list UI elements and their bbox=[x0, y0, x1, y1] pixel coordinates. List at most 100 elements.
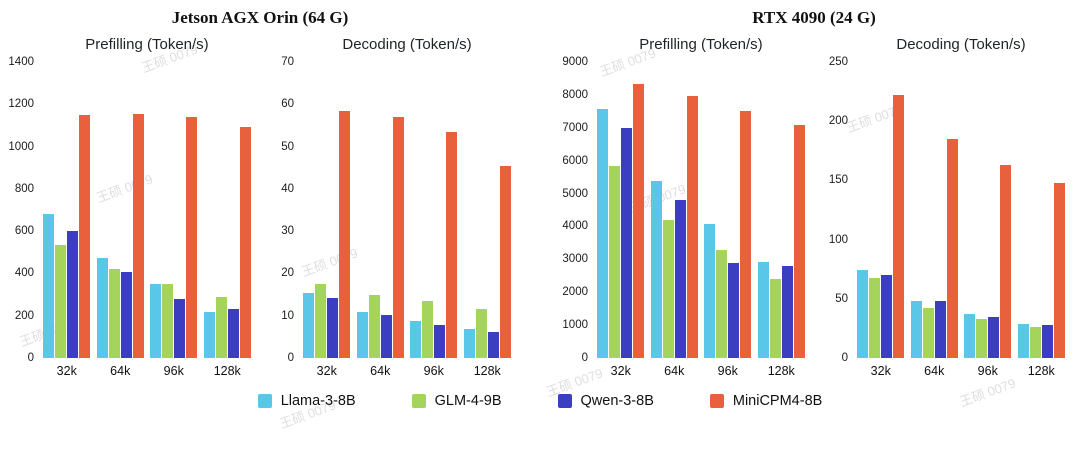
bar-MiniCPM4-8B-96k bbox=[446, 131, 458, 358]
y-tick-label: 10 bbox=[281, 309, 294, 322]
y-tick-label: 1000 bbox=[8, 140, 34, 153]
y-tick-label: 600 bbox=[14, 225, 34, 238]
legend-item-GLM-4-9B: GLM-4-9B bbox=[411, 393, 502, 409]
x-tick-label: 96k bbox=[423, 364, 444, 378]
bar-Qwen-3-8B-128k bbox=[227, 309, 239, 358]
legend-label: GLM-4-9B bbox=[434, 393, 502, 409]
bar-group-64k bbox=[650, 95, 698, 358]
bar-Qwen-3-8B-64k bbox=[380, 315, 392, 358]
bar-Qwen-3-8B-96k bbox=[174, 298, 186, 358]
bar-Llama-3-8B-96k bbox=[150, 284, 162, 358]
y-tick-label: 0 bbox=[581, 352, 588, 364]
bar-MiniCPM4-8B-96k bbox=[1000, 165, 1012, 358]
bar-MiniCPM4-8B-32k bbox=[893, 95, 905, 358]
x-tick-label: 32k bbox=[56, 364, 77, 378]
bar-MiniCPM4-8B-32k bbox=[79, 114, 91, 358]
y-tick-label: 250 bbox=[828, 56, 848, 68]
legend: Llama-3-8B GLM-4-9B Qwen-3-8B MiniCPM4-8B bbox=[0, 393, 1080, 409]
y-tick-label: 60 bbox=[281, 98, 294, 111]
bar-Llama-3-8B-64k bbox=[356, 312, 368, 358]
x-tick-label: 64k bbox=[664, 364, 685, 378]
bar-Llama-3-8B-64k bbox=[96, 257, 108, 358]
bar-MiniCPM4-8B-128k bbox=[793, 124, 805, 358]
charts-row: Jetson AGX Orin (64 G) Prefilling (Token… bbox=[8, 8, 1068, 378]
bar-GLM-4-9B-32k bbox=[315, 283, 327, 358]
y-tick-label: 3000 bbox=[562, 253, 588, 266]
chart-title: Prefilling (Token/s) bbox=[639, 36, 763, 53]
x-axis: 32k 64k 96k 128k bbox=[40, 364, 254, 378]
chart-title: Decoding (Token/s) bbox=[342, 36, 472, 53]
x-tick-label: 32k bbox=[610, 364, 631, 378]
bar-GLM-4-9B-96k bbox=[716, 249, 728, 358]
y-tick-label: 1400 bbox=[8, 56, 34, 68]
bar-Llama-3-8B-96k bbox=[410, 321, 422, 358]
bar-group-128k bbox=[1017, 182, 1065, 358]
bar-MiniCPM4-8B-32k bbox=[633, 83, 645, 358]
bar-Llama-3-8B-128k bbox=[1017, 323, 1029, 358]
bar-GLM-4-9B-128k bbox=[769, 279, 781, 358]
x-tick-label: 64k bbox=[924, 364, 945, 378]
y-axis: 0 1000 2000 3000 4000 5000 6000 7000 8000 9000 bbox=[560, 56, 594, 364]
y-tick-label: 20 bbox=[281, 267, 294, 280]
x-tick-label: 128k bbox=[767, 364, 795, 378]
bar-GLM-4-9B-32k bbox=[609, 166, 621, 358]
bar-Qwen-3-8B-96k bbox=[988, 316, 1000, 358]
chart-body: 0 10 20 30 40 50 60 70 bbox=[266, 56, 514, 364]
y-tick-label: 0 bbox=[287, 352, 294, 364]
x-tick-label: 96k bbox=[717, 364, 738, 378]
bar-Qwen-3-8B-128k bbox=[781, 265, 793, 358]
x-tick-label: 64k bbox=[110, 364, 131, 378]
y-axis: 0 50 100 150 200 250 bbox=[820, 56, 854, 364]
bar-MiniCPM4-8B-128k bbox=[1053, 182, 1065, 358]
bar-Qwen-3-8B-128k bbox=[1041, 324, 1053, 358]
chart-title: Decoding (Token/s) bbox=[896, 36, 1026, 53]
legend-swatch bbox=[257, 394, 272, 408]
plot-area bbox=[300, 62, 514, 358]
plot-area bbox=[854, 62, 1068, 358]
bar-MiniCPM4-8B-64k bbox=[132, 113, 144, 358]
y-tick-label: 5000 bbox=[562, 187, 588, 200]
x-tick-label: 96k bbox=[977, 364, 998, 378]
bar-group-96k bbox=[704, 110, 752, 358]
bar-group-96k bbox=[410, 131, 458, 358]
bar-Qwen-3-8B-64k bbox=[934, 301, 946, 358]
bar-Llama-3-8B-128k bbox=[203, 311, 215, 358]
y-tick-label: 2000 bbox=[562, 286, 588, 299]
legend-label: Qwen-3-8B bbox=[580, 393, 654, 409]
legend-swatch bbox=[709, 394, 724, 408]
bar-Llama-3-8B-64k bbox=[910, 301, 922, 358]
chart-body: 0 50 100 150 200 250 bbox=[820, 56, 1068, 364]
chart-body: 0 1000 2000 3000 4000 5000 6000 7000 8000 9000 bbox=[560, 56, 808, 364]
bar-Qwen-3-8B-64k bbox=[674, 200, 686, 358]
y-tick-label: 50 bbox=[281, 140, 294, 153]
bar-GLM-4-9B-64k bbox=[108, 269, 120, 358]
y-tick-label: 7000 bbox=[562, 121, 588, 134]
bar-group-32k bbox=[43, 114, 91, 358]
chart-rtx4090-prefilling: Prefilling (Token/s) 0 1000 2000 3000 4000 500… bbox=[560, 32, 808, 378]
bar-Llama-3-8B-96k bbox=[964, 314, 976, 358]
bar-GLM-4-9B-128k bbox=[1029, 327, 1041, 358]
bar-group-128k bbox=[757, 124, 805, 358]
bar-group-96k bbox=[964, 165, 1012, 358]
bar-group-64k bbox=[910, 139, 958, 358]
plot-area bbox=[594, 62, 808, 358]
group-rtx-4090: RTX 4090 (24 G) Prefilling (Token/s) 0 100… bbox=[560, 8, 1068, 378]
bar-Llama-3-8B-32k bbox=[303, 293, 315, 358]
x-axis: 32k 64k 96k 128k bbox=[300, 364, 514, 378]
bar-GLM-4-9B-128k bbox=[215, 296, 227, 358]
y-tick-label: 800 bbox=[14, 182, 34, 195]
bar-MiniCPM4-8B-64k bbox=[392, 117, 404, 358]
x-axis: 32k 64k 96k 128k bbox=[594, 364, 808, 378]
y-tick-label: 9000 bbox=[562, 56, 588, 68]
bar-GLM-4-9B-64k bbox=[662, 219, 674, 358]
bar-MiniCPM4-8B-64k bbox=[686, 95, 698, 358]
bar-Qwen-3-8B-128k bbox=[487, 332, 499, 358]
x-tick-label: 32k bbox=[870, 364, 891, 378]
bar-group-128k bbox=[463, 165, 511, 358]
x-tick-label: 128k bbox=[213, 364, 241, 378]
y-tick-label: 0 bbox=[841, 352, 848, 364]
y-axis: 0 10 20 30 40 50 60 70 bbox=[266, 56, 300, 364]
legend-swatch bbox=[557, 394, 572, 408]
bar-MiniCPM4-8B-32k bbox=[339, 110, 351, 358]
